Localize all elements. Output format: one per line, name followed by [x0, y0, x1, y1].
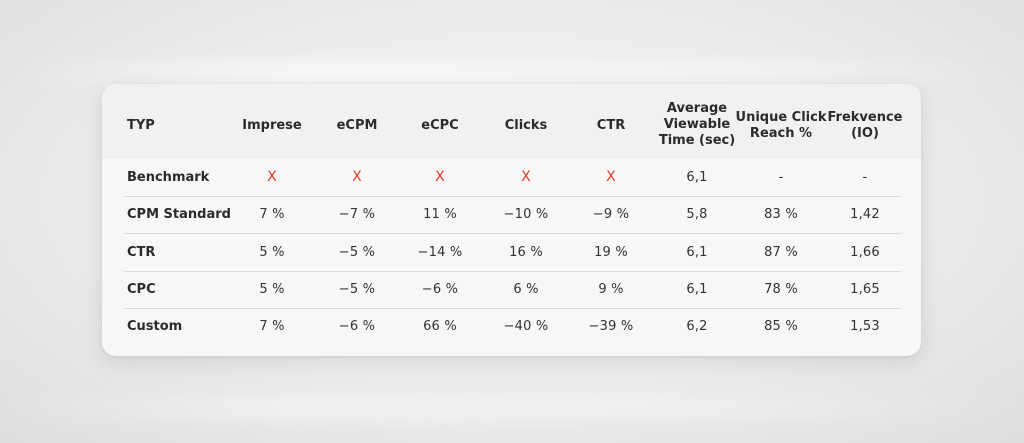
- table-row: Custom 7 % −6 % 66 % −40 % −39 % 6,2 85 % 1,53: [102, 308, 921, 345]
- table-cell: 78 %: [764, 282, 798, 297]
- table-cell: 5 %: [259, 282, 285, 297]
- row-divider: [124, 196, 901, 197]
- column-header-unique-click-reach: Unique Click Reach %: [736, 110, 827, 142]
- not-applicable-mark: X: [606, 169, 616, 185]
- table-cell: -: [778, 170, 784, 185]
- table-cell: 6,1: [686, 170, 708, 185]
- table-header: TYP Imprese eCPM eCPC Clicks CTR Average Viewab…: [102, 84, 921, 159]
- row-label: Custom: [127, 319, 183, 334]
- not-applicable-mark: X: [435, 169, 445, 185]
- row-label: CPC: [127, 282, 156, 297]
- table-cell: −14 %: [417, 245, 463, 260]
- column-header-line: Average: [666, 101, 728, 116]
- row-divider: [124, 233, 901, 234]
- column-header-line: Frekvence: [827, 110, 903, 125]
- table-cell: −6 %: [338, 319, 376, 334]
- table-cell: 5,8: [686, 207, 708, 222]
- table-row: CTR 5 % −5 % −14 % 16 % 19 % 6,1 87 % 1,66: [102, 234, 921, 272]
- column-header-ctr: CTR: [597, 118, 625, 134]
- column-header-line: Reach %: [749, 126, 813, 141]
- table-cell: −40 %: [503, 319, 549, 334]
- background-streak: [0, 60, 1024, 86]
- column-header-line: (IO): [851, 126, 879, 141]
- row-divider: [124, 308, 901, 309]
- table-cell: −10 %: [503, 207, 549, 222]
- column-header-imprese: Imprese: [242, 118, 301, 134]
- table-cell: 9 %: [598, 282, 624, 297]
- table-cell: −9 %: [592, 207, 630, 222]
- column-header-typ: TYP: [127, 118, 155, 134]
- column-header-line: Viewable: [663, 117, 731, 132]
- column-header-line: eCPM: [336, 118, 378, 133]
- not-applicable-mark: X: [521, 169, 531, 185]
- table-row: CPM Standard 7 % −7 % 11 % −10 % −9 % 5,8 83 % 1…: [102, 196, 921, 234]
- column-header-line: eCPC: [421, 118, 459, 133]
- table-cell: 66 %: [423, 319, 457, 334]
- table-cell: −5 %: [338, 282, 376, 297]
- table-row: Benchmark X X X X X 6,1 - -: [102, 159, 921, 197]
- table-cell: 19 %: [594, 245, 628, 260]
- table-cell: 1,42: [850, 207, 880, 222]
- column-header-line: Clicks: [504, 118, 548, 133]
- column-header-line: CTR: [596, 118, 626, 133]
- row-label: CPM Standard: [127, 207, 231, 222]
- column-header-line: TYP: [127, 118, 155, 133]
- table-cell: −39 %: [588, 319, 634, 334]
- column-header-clicks: Clicks: [505, 118, 548, 134]
- table-cell: −5 %: [338, 245, 376, 260]
- table-cell: 16 %: [509, 245, 543, 260]
- table-cell: 7 %: [259, 319, 285, 334]
- table-cell: 6,2: [686, 319, 708, 334]
- row-divider: [124, 271, 901, 272]
- table-cell: 7 %: [259, 207, 285, 222]
- column-header-average-viewable-time: Average Viewable Time (sec): [659, 101, 735, 149]
- table-cell: 1,53: [850, 319, 880, 334]
- column-header-ecpc: eCPC: [421, 118, 458, 134]
- row-label: Benchmark: [127, 170, 210, 185]
- table-cell: 6,1: [686, 282, 708, 297]
- data-table-card: TYP Imprese eCPM eCPC Clicks CTR Average Viewab…: [102, 84, 921, 356]
- table-row: CPC 5 % −5 % −6 % 6 % 9 % 6,1 78 % 1,65: [102, 271, 921, 309]
- table-cell: 1,66: [850, 245, 880, 260]
- column-header-line: Imprese: [242, 118, 302, 133]
- row-label: CTR: [127, 245, 156, 260]
- column-header-line: Time (sec): [658, 133, 736, 148]
- table-cell: 5 %: [259, 245, 285, 260]
- not-applicable-mark: X: [267, 169, 277, 185]
- table-cell: 6 %: [513, 282, 539, 297]
- table-cell: 11 %: [423, 207, 457, 222]
- table-cell: 87 %: [764, 245, 798, 260]
- table-cell: −6 %: [421, 282, 459, 297]
- table-cell: 1,65: [850, 282, 880, 297]
- table-cell: −7 %: [338, 207, 376, 222]
- column-header-line: Unique Click: [735, 110, 827, 125]
- table-cell: 83 %: [764, 207, 798, 222]
- table-cell: -: [862, 170, 868, 185]
- table-cell: 85 %: [764, 319, 798, 334]
- column-header-ecpm: eCPM: [337, 118, 378, 134]
- column-header-frekvence: Frekvence (IO): [828, 110, 903, 142]
- not-applicable-mark: X: [352, 169, 362, 185]
- background-streak: [0, 395, 1024, 421]
- table-cell: 6,1: [686, 245, 708, 260]
